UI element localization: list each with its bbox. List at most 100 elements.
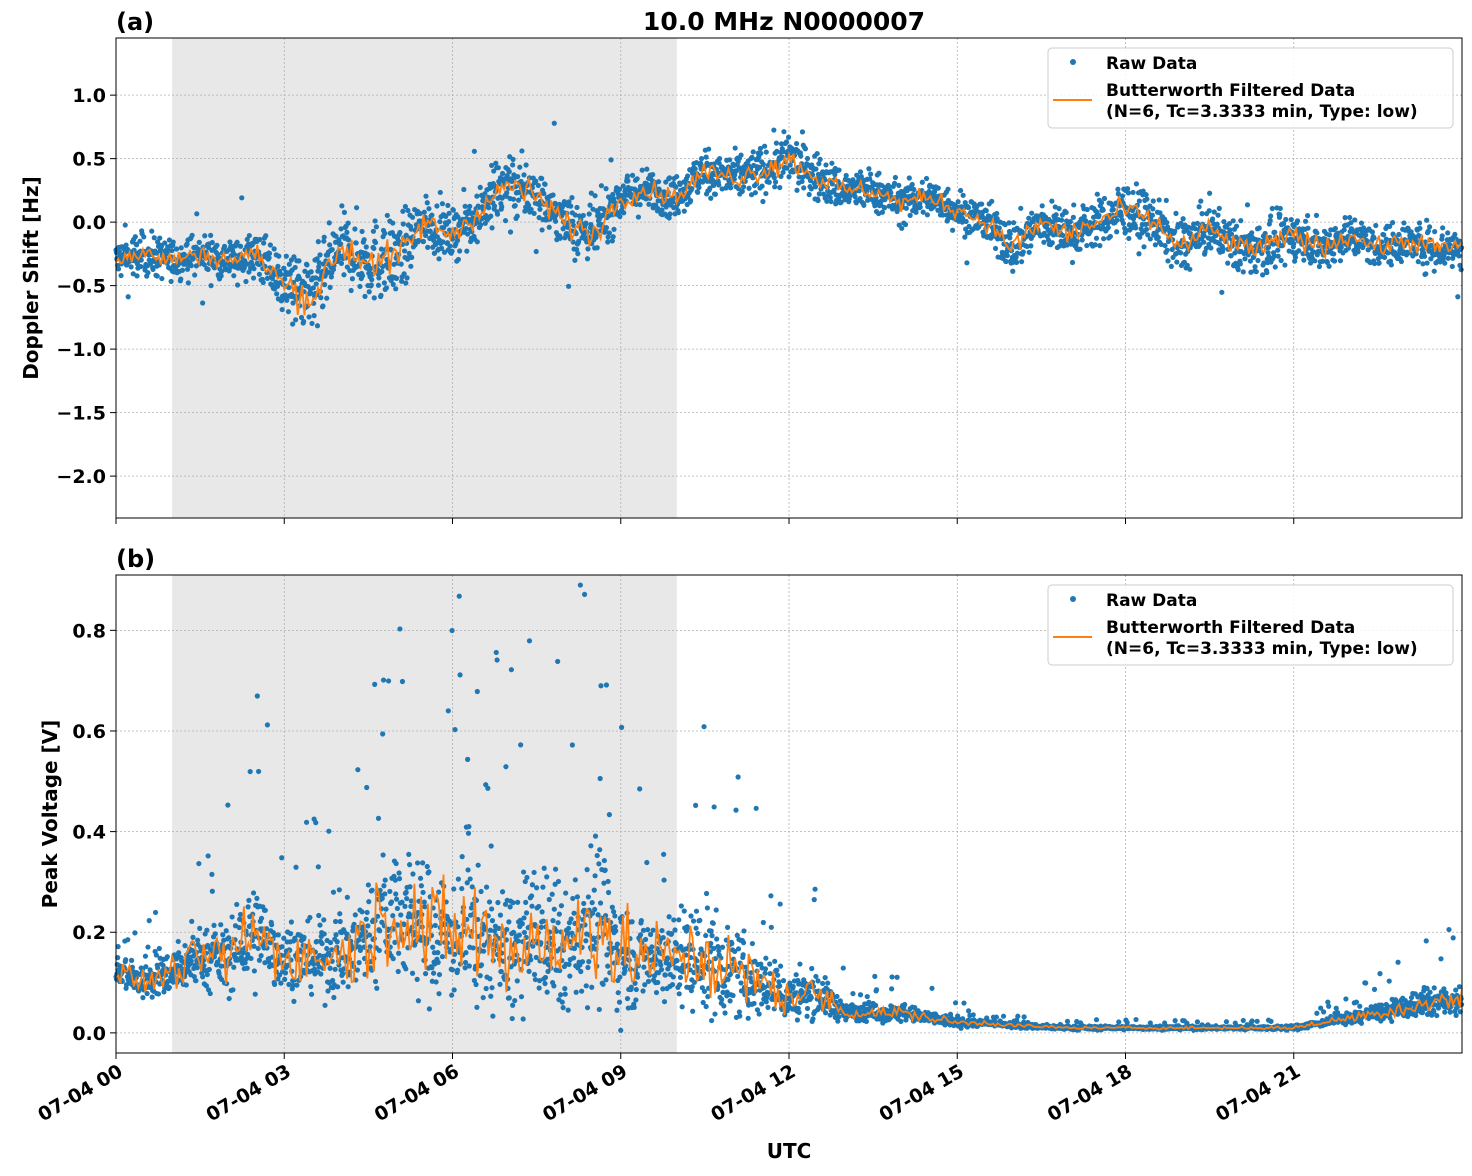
raw-point [478,185,483,190]
raw-point [227,996,232,1001]
raw-point [200,974,205,979]
raw-point [1220,246,1225,251]
raw-point [1289,217,1294,222]
raw-point [662,999,667,1004]
raw-point [284,254,289,259]
raw-point [586,959,591,964]
raw-point [581,901,586,906]
raw-point [523,900,528,905]
raw-point [289,919,294,924]
raw-point [481,995,486,1000]
raw-point [518,742,523,747]
raw-point [440,954,445,959]
raw-point [316,239,321,244]
raw-point [910,182,915,187]
raw-point [767,180,772,185]
raw-point [1450,264,1455,269]
raw-point [1401,220,1406,225]
raw-point [165,954,170,959]
raw-point [116,266,121,271]
raw-point [182,943,187,948]
raw-point [646,979,651,984]
raw-point [507,169,512,174]
raw-point [380,731,385,736]
raw-point [794,188,799,193]
raw-point [598,683,603,688]
raw-point [510,1016,515,1021]
raw-point [1174,259,1179,264]
raw-point [582,592,587,597]
raw-point [524,910,529,915]
raw-point [322,282,327,287]
raw-point [858,169,863,174]
raw-point [541,191,546,196]
raw-point [1424,260,1429,265]
raw-point [167,985,172,990]
raw-point [760,199,765,204]
raw-point [920,180,925,185]
raw-point [583,938,588,943]
raw-point [486,205,491,210]
raw-point [625,178,630,183]
raw-point [635,975,640,980]
raw-point [612,913,617,918]
raw-point [318,295,323,300]
raw-point [355,767,360,772]
raw-point [267,251,272,256]
raw-point [468,876,473,881]
raw-point [261,240,266,245]
raw-point [1422,254,1427,259]
raw-point [767,971,772,976]
raw-point [364,917,369,922]
raw-point [408,264,413,269]
raw-point [1150,213,1155,218]
raw-point [364,785,369,790]
raw-point [503,764,508,769]
raw-point [176,939,181,944]
raw-point [426,869,431,874]
raw-point [961,193,966,198]
raw-point [400,209,405,214]
raw-point [404,890,409,895]
raw-point [1040,203,1045,208]
raw-point [429,213,434,218]
raw-point [1084,243,1089,248]
raw-point [179,245,184,250]
raw-point [665,955,670,960]
raw-point [595,245,600,250]
raw-point [331,995,336,1000]
raw-point [342,210,347,215]
raw-point [1114,218,1119,223]
raw-point [196,861,201,866]
raw-point [428,229,433,234]
raw-point [714,907,719,912]
raw-point [786,135,791,140]
raw-point [237,925,242,930]
raw-point [213,931,218,936]
raw-point [751,1001,756,1006]
raw-point [603,977,608,982]
raw-point [797,961,802,966]
raw-point [936,185,941,190]
raw-point [592,888,597,893]
raw-point [815,198,820,203]
raw-point [924,176,929,181]
raw-point [498,913,503,918]
raw-point [169,279,174,284]
raw-point [1041,240,1046,245]
raw-point [670,200,675,205]
raw-point [571,911,576,916]
raw-point [218,922,223,927]
raw-point [465,757,470,762]
raw-point [422,904,427,909]
y-tick-label: −0.5 [56,276,106,298]
raw-point [495,212,500,217]
raw-point [1156,235,1161,240]
raw-point [644,167,649,172]
raw-point [1133,225,1138,230]
raw-point [357,960,362,965]
raw-point [688,913,693,918]
raw-point [433,923,438,928]
raw-point [420,860,425,865]
raw-point [263,233,268,238]
